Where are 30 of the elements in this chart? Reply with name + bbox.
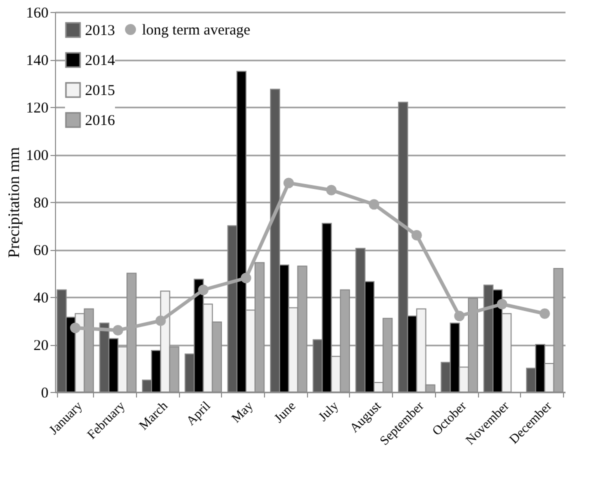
y-tick-label: 140 [26,53,48,69]
y-tick-label: 20 [34,338,48,354]
y-axis-title: Precipitation mm [6,146,23,258]
point [411,230,422,240]
point [454,310,465,322]
y-tick-label: 60 [34,243,48,259]
y-tick-label: 100 [26,148,48,164]
point [326,184,337,196]
legend-label: 2013 [85,23,115,39]
point [198,284,209,296]
x-tick-label: May [228,398,256,426]
legend-label: long term average [142,22,251,38]
point [283,178,294,188]
legend-label: 2016 [85,113,116,129]
point [539,308,550,319]
x-tick-label: June [270,398,299,426]
y-tick-label: 40 [34,290,48,306]
point [240,272,252,284]
point [155,316,166,326]
point [496,298,508,310]
point [112,325,124,336]
y-tick-label: 80 [34,196,48,212]
y-tick-label: 120 [26,100,48,116]
x-tick-label: July [315,398,342,424]
point [368,199,380,210]
y-tick-label: 160 [26,6,48,22]
y-tick-label: 0 [41,386,48,402]
legend-label: 2014 [85,53,116,69]
legend-label: 2015 [85,83,115,99]
point [70,322,81,334]
